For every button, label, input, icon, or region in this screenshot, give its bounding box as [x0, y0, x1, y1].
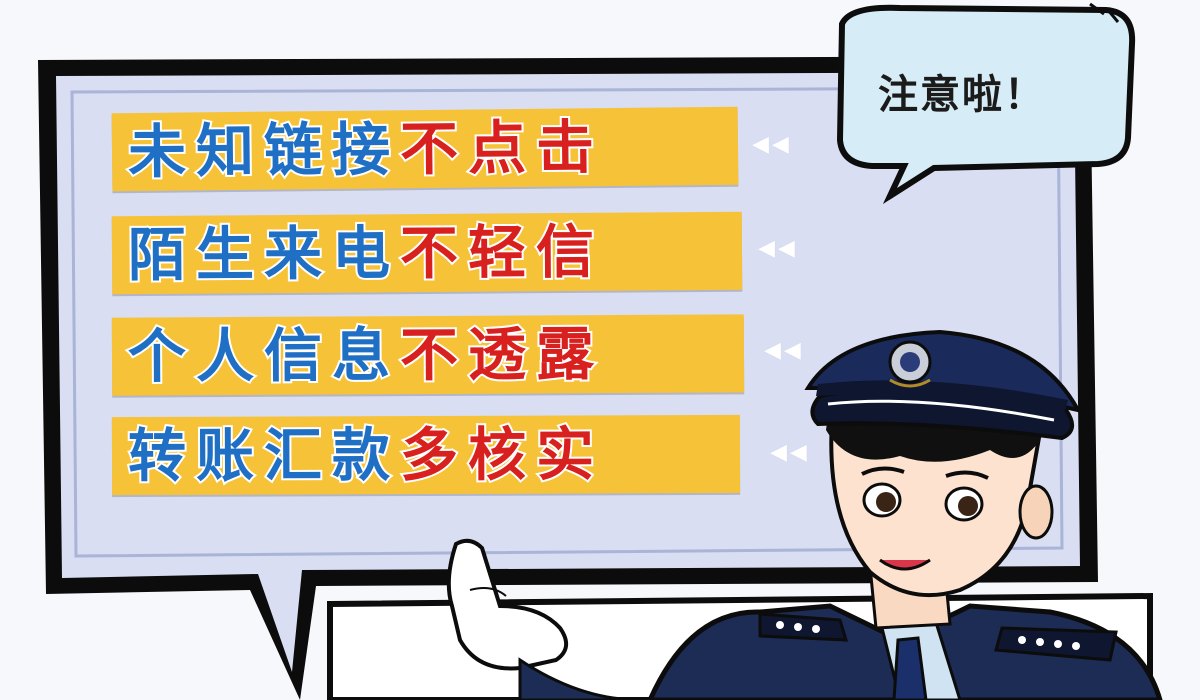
tip-subject: 转账汇款	[128, 421, 400, 490]
tip-text: 个人信息不透露	[128, 325, 604, 385]
tip-action: 不点击	[400, 113, 605, 183]
tip-action: 不透露	[400, 320, 604, 389]
tip-banner-4: 转账汇款多核实	[112, 415, 740, 495]
tip-text: 陌生来电不轻信	[128, 223, 604, 284]
tip-action: 不轻信	[400, 218, 604, 287]
double-left-arrow-icon: ◀◀	[752, 132, 792, 157]
double-left-arrow-icon: ◀◀	[770, 440, 810, 465]
callout-text: 注意啦！	[878, 62, 1046, 120]
tip-banner-1: 未知链接不点击	[112, 107, 739, 192]
tip-text: 未知链接不点击	[128, 118, 605, 181]
tip-subject: 未知链接	[128, 115, 401, 186]
tip-subject: 陌生来电	[128, 219, 400, 289]
tip-action: 多核实	[400, 420, 604, 489]
tip-subject: 个人信息	[128, 321, 400, 390]
double-left-arrow-icon: ◀◀	[758, 236, 798, 261]
tip-banner-2: 陌生来电不轻信	[112, 212, 743, 294]
double-left-arrow-icon: ◀◀	[764, 338, 804, 363]
tip-banner-3: 个人信息不透露	[112, 314, 744, 395]
tip-text: 转账汇款多核实	[128, 425, 604, 485]
